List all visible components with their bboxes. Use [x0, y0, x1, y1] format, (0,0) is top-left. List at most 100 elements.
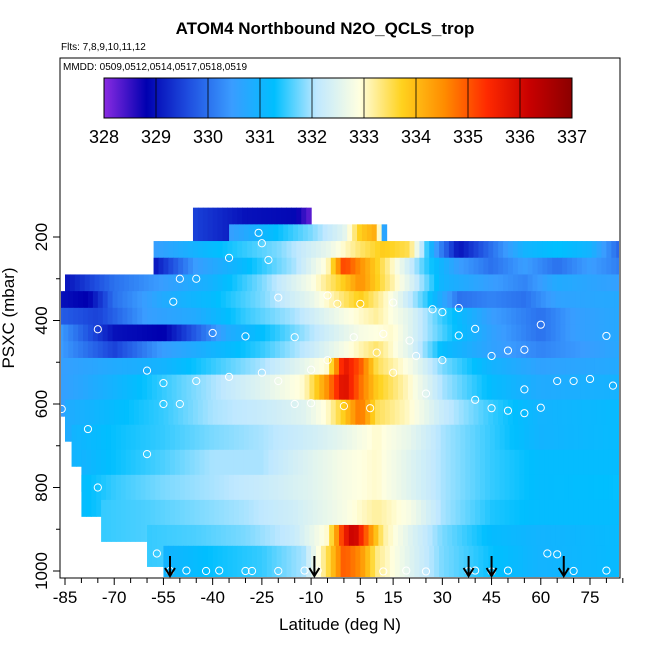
observation-point — [339, 401, 349, 411]
heatmap-cell — [470, 499, 476, 542]
heatmap-cell — [106, 449, 112, 492]
latitude-arrow — [308, 556, 321, 578]
plot-frame — [59, 57, 621, 579]
observation-point — [471, 395, 480, 404]
observation-point — [421, 389, 431, 398]
heatmap-cell — [603, 424, 609, 467]
heatmap-cell — [588, 474, 594, 517]
heatmap-cell — [612, 424, 619, 467]
heatmap-cell — [389, 545, 396, 577]
observation-point — [257, 239, 266, 248]
observation-point — [274, 293, 283, 302]
heatmap-cell — [440, 499, 447, 542]
observation-point — [93, 325, 102, 334]
heatmap-cell — [396, 449, 402, 492]
heatmap-cell — [110, 474, 117, 517]
heatmap-cell — [110, 424, 117, 467]
heatmap-cell — [611, 399, 617, 442]
heatmap-cell — [293, 499, 299, 542]
heatmap-cell — [133, 399, 140, 442]
heatmap-cell — [147, 374, 153, 417]
heatmap-cell — [568, 424, 575, 467]
heatmap-cell — [468, 545, 475, 577]
observation-point — [379, 567, 388, 576]
heatmap-cell — [194, 424, 201, 467]
heatmap-cell — [320, 545, 327, 577]
x-tick-label: 75 — [581, 588, 600, 607]
heatmap-cell — [399, 399, 406, 442]
heatmap-cell — [402, 374, 409, 417]
heatmap-cell — [283, 449, 289, 492]
heatmap-cell — [207, 207, 214, 250]
heatmap-cell — [222, 399, 229, 442]
heatmap-cell — [181, 374, 188, 417]
heatmap-cell — [591, 399, 598, 442]
heatmap-cell — [304, 374, 311, 417]
heatmap-cell — [524, 474, 530, 517]
heatmap-cell — [499, 449, 506, 492]
heatmap-cell — [353, 374, 360, 417]
heatmap-cell — [440, 449, 447, 492]
heatmap-cell — [371, 474, 378, 517]
heatmap-cell — [130, 499, 137, 542]
heatmap-cell — [588, 449, 594, 492]
heatmap-cell — [466, 374, 473, 417]
heatmap-cell — [245, 374, 251, 417]
heatmap-cell — [591, 545, 598, 577]
heatmap-cell — [291, 399, 297, 442]
heatmap-cell — [227, 399, 233, 442]
heatmap-cell — [273, 449, 279, 492]
heatmap-cell — [317, 424, 324, 467]
colorbar-tick-label: 336 — [505, 127, 535, 147]
heatmap-cell — [252, 399, 258, 442]
heatmap-cell — [526, 374, 532, 417]
heatmap-cell — [442, 374, 448, 417]
heatmap-cell — [494, 449, 501, 492]
heatmap-cell — [214, 474, 220, 517]
heatmap-cell — [273, 424, 279, 467]
heatmap-cell — [598, 499, 604, 542]
heatmap-cell — [112, 374, 119, 417]
heatmap-cell — [232, 545, 238, 577]
heatmap-cell — [609, 374, 616, 417]
heatmap-cell — [473, 545, 480, 577]
heatmap-cell — [270, 374, 276, 417]
heatmap-cell — [101, 424, 107, 467]
heatmap-cell — [567, 399, 573, 442]
heatmap-cell — [557, 399, 563, 442]
heatmap-cell — [617, 474, 619, 517]
heatmap-cell — [202, 399, 209, 442]
heatmap-cell — [332, 499, 338, 542]
heatmap-cell — [268, 474, 274, 517]
heatmap-cell — [608, 424, 614, 467]
heatmap-cell — [606, 545, 612, 577]
heatmap-cell — [416, 449, 422, 492]
heatmap-cell — [539, 474, 545, 517]
heatmap-cell — [145, 424, 151, 467]
heatmap-cell — [237, 399, 243, 442]
heatmap-cell — [212, 399, 219, 442]
heatmap-cell — [421, 449, 427, 492]
heatmap-cell — [401, 474, 407, 517]
heatmap-cell — [443, 545, 450, 577]
heatmap-cell — [248, 449, 255, 492]
heatmap-cell — [168, 545, 174, 577]
x-tick-label: 60 — [531, 588, 550, 607]
heatmap-cell — [232, 399, 238, 442]
heatmap-cell — [498, 399, 504, 442]
heatmap-cell — [365, 545, 371, 577]
heatmap-cell — [612, 499, 619, 542]
heatmap-cell — [499, 474, 506, 517]
heatmap-cell — [73, 374, 79, 417]
heatmap-cell — [101, 474, 107, 517]
heatmap-cell — [330, 545, 337, 577]
heatmap-cell — [509, 424, 516, 467]
heatmap-cell — [409, 545, 416, 577]
x-tick-label: -70 — [102, 588, 127, 607]
heatmap-cell — [514, 424, 521, 467]
heatmap-cell — [421, 499, 427, 542]
heatmap-cell — [86, 424, 92, 467]
heatmap-cell — [506, 374, 512, 417]
observation-point — [520, 345, 529, 354]
heatmap-cell — [571, 399, 578, 442]
